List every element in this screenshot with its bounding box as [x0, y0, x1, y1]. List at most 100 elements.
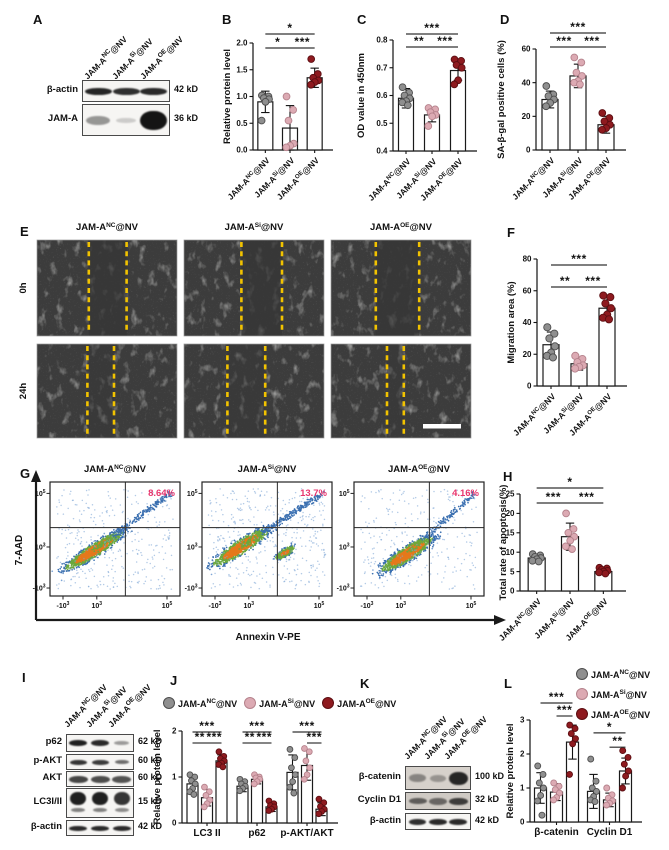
sig-stars: *** [570, 20, 586, 34]
data-point [545, 334, 554, 343]
bar-chart-h: 0 5 10 15 20 25 Total rate of apoptosis(%) JAM-… [496, 462, 669, 669]
y-tick-label: 0.5 [236, 119, 248, 128]
x-tick-label: LC3 II [193, 828, 220, 839]
protein-label: β-catenin [358, 771, 401, 782]
bar-chart-b: 0.0 0.5 1.0 1.5 2.0 Relative protein level JAM… [218, 6, 358, 217]
microscopy-image [183, 343, 325, 439]
sig-stars: * [567, 475, 572, 489]
data-point [587, 755, 595, 763]
data-point [288, 764, 295, 772]
scale-bar [423, 424, 461, 429]
data-point [604, 315, 613, 324]
flow-x-tick: 103 [396, 601, 407, 610]
chart-svg-J: 0 1 2 Relative protein level LC3 II p62 p-AKT/… [152, 719, 338, 839]
data-point [620, 760, 628, 768]
western-blot-k: JAM-ANC@NV JAM-ASi@NV JAM-AOE@NV β-catenin 1… [355, 666, 560, 850]
data-point [619, 747, 627, 755]
protein-band [114, 741, 130, 745]
sig-stars: *** [424, 21, 440, 35]
panel-label-d: D [500, 12, 510, 27]
sig-stars: *** [295, 35, 311, 49]
sig-stars: *** [249, 719, 265, 733]
data-point [562, 509, 570, 518]
flow-svg: 7-AAD Annexin V-PE JAM-ANC@NV 8.64% 105 103 -1… [14, 464, 506, 643]
data-point [592, 777, 600, 785]
data-point [315, 795, 323, 803]
protein-band [140, 87, 168, 95]
data-point [284, 116, 293, 125]
bar [306, 77, 323, 151]
y-axis-label: Relative protein level [152, 729, 163, 824]
flow-plot [206, 488, 327, 590]
bar [215, 760, 228, 824]
flow-percentage: 4.16% [452, 488, 479, 499]
data-point [190, 791, 198, 798]
protein-band [90, 775, 110, 783]
x-tick-label: Cyclin D1 [587, 827, 633, 838]
chart-svg-C: 0.40.50.60.70.8OD value in 450nmJAM-ANC@… [356, 21, 477, 203]
molecular-weight-label: 60 kD [138, 755, 163, 765]
y-axis-label: Total rate of apoptosis(%) [498, 485, 509, 601]
blot-box [66, 754, 134, 770]
y-axis-arrow [31, 470, 41, 482]
data-point [591, 798, 599, 806]
y-tick-label: 25 [506, 490, 515, 499]
y-tick-label: 5 [510, 567, 515, 576]
y-tick-label: 0.4 [376, 147, 388, 156]
legend-j: JAM-ANC@NV JAM-ASi@NV JAM-AOE@NV [163, 697, 396, 709]
data-point [398, 83, 407, 92]
blot-box [66, 734, 134, 752]
molecular-weight-label: 42 kD [138, 821, 163, 831]
data-point [606, 293, 615, 302]
protein-band [430, 774, 446, 782]
flow-y-tick: -103 [185, 584, 198, 593]
legend-l: JAM-ANC@NV JAM-ASi@NV JAM-AOE@NV [576, 668, 650, 720]
data-point [576, 80, 584, 89]
protein-band [140, 110, 168, 130]
data-point [534, 557, 543, 566]
legend-dot [322, 697, 335, 709]
data-point [538, 811, 546, 819]
data-point [593, 787, 600, 795]
sig-stars: *** [546, 490, 562, 504]
panel-label-f: F [507, 225, 515, 240]
data-point [603, 784, 611, 792]
data-point [219, 763, 227, 771]
x-axis-arrow [494, 615, 506, 625]
protein-band [409, 774, 427, 782]
data-point [201, 783, 208, 791]
legend-item: JAM-ASi@NV [244, 697, 315, 709]
column-title: JAM-AOE@NV [370, 222, 433, 233]
data-point [569, 525, 578, 533]
data-point [265, 807, 273, 814]
wound-svg: JAM-ANC@NV JAM-ASi@NV JAM-AOE@NV 0h 24h [18, 222, 472, 439]
data-point [534, 762, 542, 770]
data-point [450, 80, 459, 89]
y-tick-label: 40 [522, 78, 531, 87]
molecular-weight-label: 42 kD [475, 814, 500, 825]
panel-label-g: G [20, 466, 31, 481]
sig-stars: *** [556, 34, 572, 48]
y-tick-label: 2.0 [236, 39, 248, 48]
sig-stars: ** [414, 34, 424, 48]
blot-box [82, 104, 170, 136]
protein-label: LC3I/II [33, 796, 62, 807]
y-tick-label: 2 [520, 750, 525, 759]
y-tick-label: 0.8 [376, 36, 388, 45]
flow-plot-title: JAM-ANC@NV [84, 464, 147, 475]
panel-label-e: E [20, 224, 29, 239]
protein-band [408, 798, 427, 804]
data-point [261, 97, 270, 106]
data-point [282, 143, 291, 152]
flow-plot-title: JAM-AOE@NV [388, 464, 451, 475]
western-blot-i: JAM-ANC@NV JAM-ASi@NV JAM-AOE@NV p62 62 kD p-… [16, 666, 201, 850]
protein-band [114, 760, 129, 764]
western-blot-a: JAM-ANC@NV JAM-ASi@NV JAM-AOE@NV β-actin 42 … [20, 8, 225, 213]
flow-y-tick: 105 [35, 489, 46, 498]
data-point [561, 542, 570, 551]
legend-item: JAM-ANC@NV [163, 697, 237, 709]
panel-label-a: A [33, 12, 43, 27]
y-tick-label: 1 [520, 784, 525, 793]
flow-x-tick: -103 [57, 601, 70, 610]
column-title: JAM-ASi@NV [225, 222, 284, 233]
